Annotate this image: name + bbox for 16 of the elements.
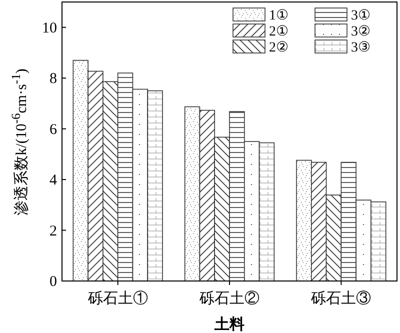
- legend-label: 3③: [351, 40, 371, 56]
- y-tick-label: 4: [50, 172, 58, 189]
- x-tick-label: 砾石土①: [86, 290, 148, 307]
- y-tick-label: 6: [50, 122, 58, 138]
- y-tick-label: 0: [50, 274, 57, 290]
- legend-label: 3②: [351, 24, 371, 40]
- x-axis-title: 土料: [214, 316, 244, 333]
- legend-label: 2①: [269, 24, 289, 40]
- legend-label: 3①: [351, 8, 371, 24]
- y-tick-label: 2: [50, 223, 57, 240]
- y-tick-label: 8: [50, 71, 57, 88]
- x-tick-label: 砾石土③: [310, 290, 372, 307]
- y-tick-label: 10: [42, 20, 57, 36]
- x-tick-label: 砾石土②: [198, 290, 260, 307]
- legend-label: 1①: [269, 8, 289, 24]
- legend-label: 2②: [269, 40, 289, 56]
